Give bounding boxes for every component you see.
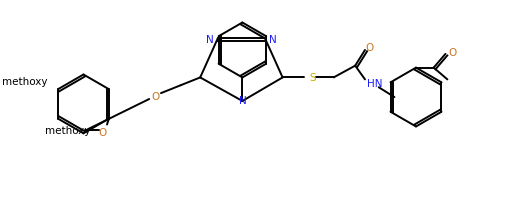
Text: N: N <box>206 35 214 45</box>
Text: HN: HN <box>367 79 383 89</box>
Text: N: N <box>239 96 246 105</box>
Text: S: S <box>309 73 316 83</box>
Text: O: O <box>366 43 374 53</box>
Text: O: O <box>98 128 106 138</box>
Text: methoxy: methoxy <box>2 77 47 87</box>
Text: methoxy: methoxy <box>45 126 90 136</box>
Text: O: O <box>448 48 456 58</box>
Text: O: O <box>151 92 159 102</box>
Text: N: N <box>269 35 277 45</box>
